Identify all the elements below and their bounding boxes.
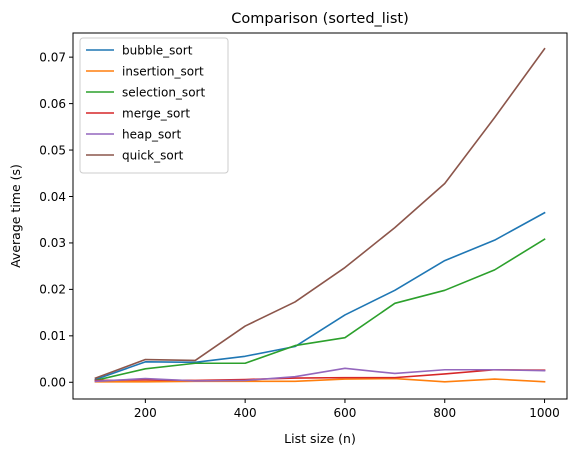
legend-label: bubble_sort bbox=[122, 43, 193, 57]
y-tick-label: 0.01 bbox=[39, 329, 66, 343]
y-tick-label: 0.02 bbox=[39, 283, 66, 297]
x-tick-label: 400 bbox=[234, 406, 257, 420]
plot-frame bbox=[72, 32, 568, 400]
x-axis-label: List size (n) bbox=[284, 431, 356, 446]
y-tick-label: 0.05 bbox=[39, 143, 66, 157]
y-tick-label: 0.06 bbox=[39, 97, 66, 111]
series-line-bubble-sort bbox=[94, 211, 546, 381]
y-tick-label: 0.00 bbox=[39, 376, 66, 390]
y-tick-label: 0.04 bbox=[39, 190, 66, 204]
y-tick-label: 0.03 bbox=[39, 236, 66, 250]
legend-label: insertion_sort bbox=[122, 64, 204, 78]
x-tick-label: 800 bbox=[433, 406, 456, 420]
legend-label: merge_sort bbox=[122, 106, 190, 120]
x-tick-label: 1000 bbox=[529, 406, 560, 420]
y-tick-label: 0.07 bbox=[39, 50, 66, 64]
chart-title: Comparison (sorted_list) bbox=[231, 11, 408, 27]
legend-label: selection_sort bbox=[122, 85, 205, 99]
legend-box bbox=[79, 37, 229, 174]
series-line-insertion-sort bbox=[94, 377, 546, 383]
series-line-selection-sort bbox=[94, 238, 546, 382]
y-axis-label: Average time (s) bbox=[8, 164, 23, 268]
x-tick-label: 600 bbox=[333, 406, 356, 420]
x-tick-label: 200 bbox=[134, 406, 157, 420]
legend-label: heap_sort bbox=[122, 127, 181, 141]
series-line-quick-sort bbox=[94, 47, 546, 380]
series-line-heap-sort bbox=[94, 367, 546, 383]
legend-label: quick_sort bbox=[122, 148, 184, 162]
